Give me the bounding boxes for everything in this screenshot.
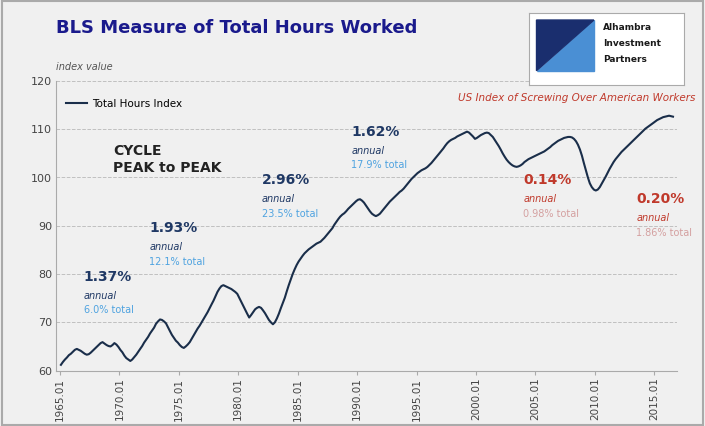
Text: 6.0% total: 6.0% total (84, 305, 134, 315)
Text: annual: annual (351, 146, 384, 156)
Text: annual: annual (149, 242, 182, 252)
Text: 1.37%: 1.37% (84, 270, 132, 284)
Text: 17.9% total: 17.9% total (351, 160, 407, 170)
Text: 0.14%: 0.14% (524, 173, 572, 187)
Text: CYCLE
PEAK to PEAK: CYCLE PEAK to PEAK (114, 144, 222, 175)
Text: 1.86% total: 1.86% total (637, 228, 692, 238)
Text: index value: index value (56, 62, 113, 72)
Text: 23.5% total: 23.5% total (262, 209, 318, 219)
Text: 1.62%: 1.62% (351, 125, 400, 139)
Text: annual: annual (84, 291, 117, 301)
Text: 0.20%: 0.20% (637, 193, 685, 207)
Text: Partners: Partners (603, 55, 647, 63)
Polygon shape (537, 20, 594, 71)
Text: US Index of Screwing Over American Workers: US Index of Screwing Over American Worke… (458, 93, 696, 103)
Text: Alhambra: Alhambra (603, 23, 652, 32)
Text: 1.93%: 1.93% (149, 222, 197, 236)
Text: 12.1% total: 12.1% total (149, 257, 205, 267)
Text: annual: annual (524, 194, 557, 204)
Text: 0.98% total: 0.98% total (524, 209, 580, 219)
Text: BLS Measure of Total Hours Worked: BLS Measure of Total Hours Worked (56, 19, 418, 37)
Text: annual: annual (637, 213, 670, 223)
Text: annual: annual (262, 194, 295, 204)
Text: Investment: Investment (603, 39, 661, 48)
Polygon shape (537, 20, 594, 71)
Text: 2.96%: 2.96% (262, 173, 310, 187)
Legend: Total Hours Index: Total Hours Index (61, 95, 186, 113)
